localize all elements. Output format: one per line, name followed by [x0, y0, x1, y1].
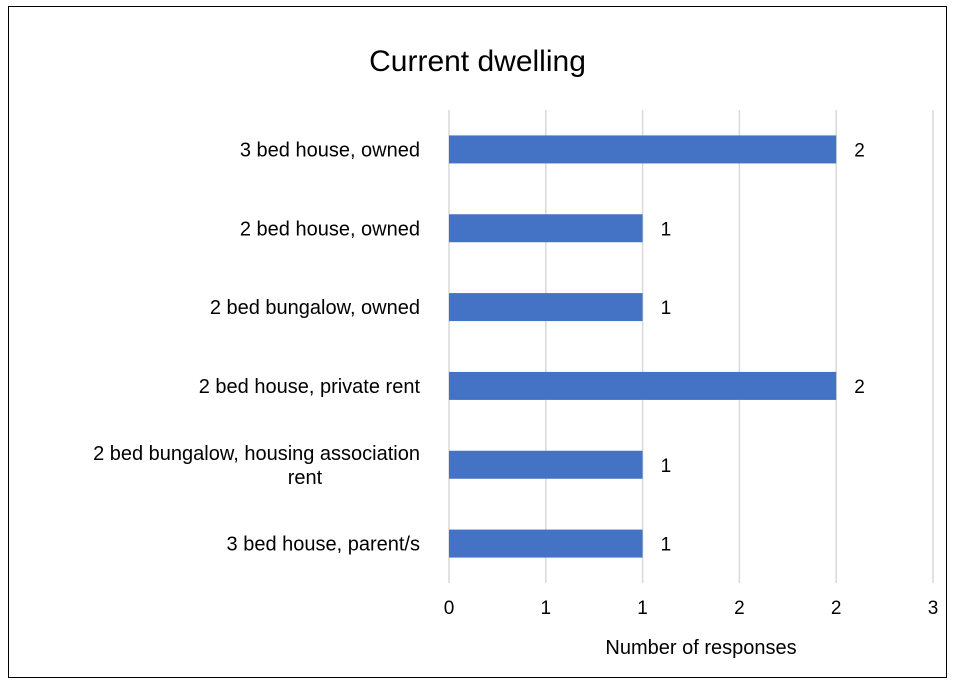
data-label: 2 — [854, 377, 865, 398]
bar — [449, 450, 643, 479]
x-tick-label: 2 — [831, 598, 842, 619]
category-label: 2 bed house, private rent — [199, 376, 421, 398]
category-label: 3 bed house, parent/s — [227, 534, 420, 556]
data-label: 1 — [661, 219, 672, 240]
category-label: 3 bed house, owned — [240, 139, 420, 161]
x-tick-label: 2 — [734, 598, 745, 619]
bar — [449, 529, 643, 558]
x-tick-label: 0 — [444, 598, 455, 619]
bar — [449, 214, 643, 243]
x-tick-label: 1 — [541, 598, 552, 619]
bar — [449, 135, 837, 164]
x-tick-label: 1 — [637, 598, 648, 619]
bar — [449, 371, 837, 400]
data-label: 1 — [661, 535, 672, 556]
data-label: 1 — [661, 456, 672, 477]
chart-frame: Current dwelling — [8, 6, 947, 678]
bar — [449, 293, 643, 322]
category-label: 2 bed bungalow, housing association rent — [93, 443, 420, 489]
x-tick-label: 3 — [928, 598, 939, 619]
data-label: 2 — [854, 140, 865, 161]
data-label: 1 — [661, 298, 672, 319]
chart-title: Current dwelling — [369, 45, 586, 78]
x-axis-title: Number of responses — [605, 637, 796, 659]
category-label: 2 bed bungalow, owned — [210, 297, 420, 319]
category-label: 2 bed house, owned — [240, 218, 420, 240]
